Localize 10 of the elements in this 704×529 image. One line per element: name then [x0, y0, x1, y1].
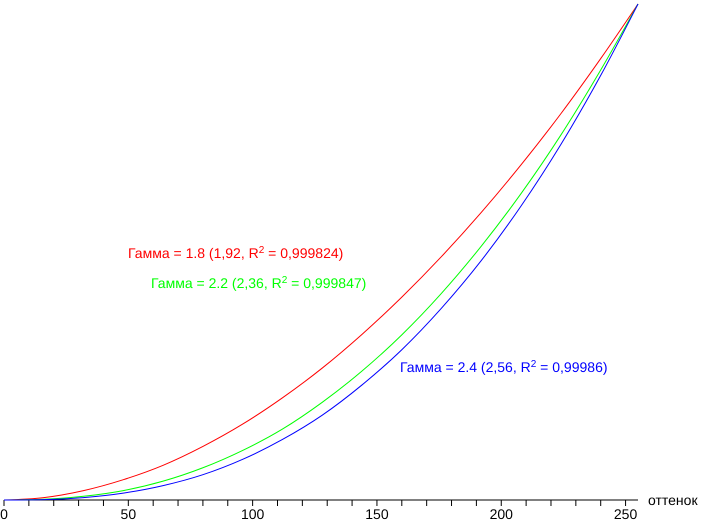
- annotation: Гамма = 2.2 (2,36, R$^{2}$ = 0,999847): [151, 274, 366, 291]
- annotation: Гамма = 2.4 (2,56, R$^{2}$ = 0,99986): [400, 358, 608, 375]
- x-tick-label: 50: [120, 506, 136, 522]
- x-tick-label: 150: [365, 506, 389, 522]
- x-axis-title: оттенок: [648, 492, 698, 508]
- x-tick-label: 200: [490, 506, 514, 522]
- annotation: Гамма = 1.8 (1,92, R$^{2}$ = 0,999824): [128, 244, 344, 261]
- x-tick-label: 250: [614, 506, 638, 522]
- x-tick-label: 100: [240, 506, 265, 522]
- x-tick-label: 0: [0, 506, 8, 522]
